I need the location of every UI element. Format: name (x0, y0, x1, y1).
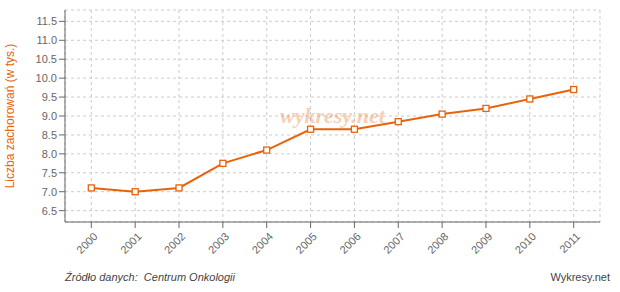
svg-text:2008: 2008 (425, 230, 451, 256)
svg-text:Liczba zachorowań (w tys.): Liczba zachorowań (w tys.) (8, 44, 17, 189)
svg-text:9.5: 9.5 (42, 91, 57, 103)
html-text:wykresy.net: wykresy.net (280, 103, 385, 128)
html-text:Źródło danych: Centrum Onkolog: Źródło danych: Centrum Onkologii (65, 271, 235, 283)
svg-text:10.5: 10.5 (36, 53, 57, 65)
svg-text:2007: 2007 (381, 230, 407, 256)
svg-text:10.0: 10.0 (36, 72, 57, 84)
svg-text:2009: 2009 (469, 230, 495, 256)
svg-text:8.0: 8.0 (42, 148, 57, 160)
svg-text:11.5: 11.5 (36, 15, 57, 27)
svg-text:8.5: 8.5 (42, 129, 57, 141)
svg-text:2011: 2011 (557, 230, 582, 255)
svg-text:9.0: 9.0 (42, 110, 57, 122)
svg-text:2003: 2003 (206, 230, 232, 256)
svg-text:2005: 2005 (293, 230, 319, 256)
svg-text:2006: 2006 (337, 230, 363, 256)
svg-text:11.0: 11.0 (36, 34, 57, 46)
svg-text:7.5: 7.5 (42, 167, 57, 179)
svg-text:2000: 2000 (74, 230, 100, 256)
svg-text:2010: 2010 (513, 230, 539, 256)
svg-text:2004: 2004 (249, 230, 275, 256)
svg-text:2002: 2002 (162, 230, 188, 256)
svg-text:2001: 2001 (118, 230, 144, 256)
html-text:Wykresy.net: Wykresy.net (550, 271, 610, 283)
svg-text:6.5: 6.5 (42, 205, 57, 217)
svg-text:7.0: 7.0 (42, 186, 57, 198)
